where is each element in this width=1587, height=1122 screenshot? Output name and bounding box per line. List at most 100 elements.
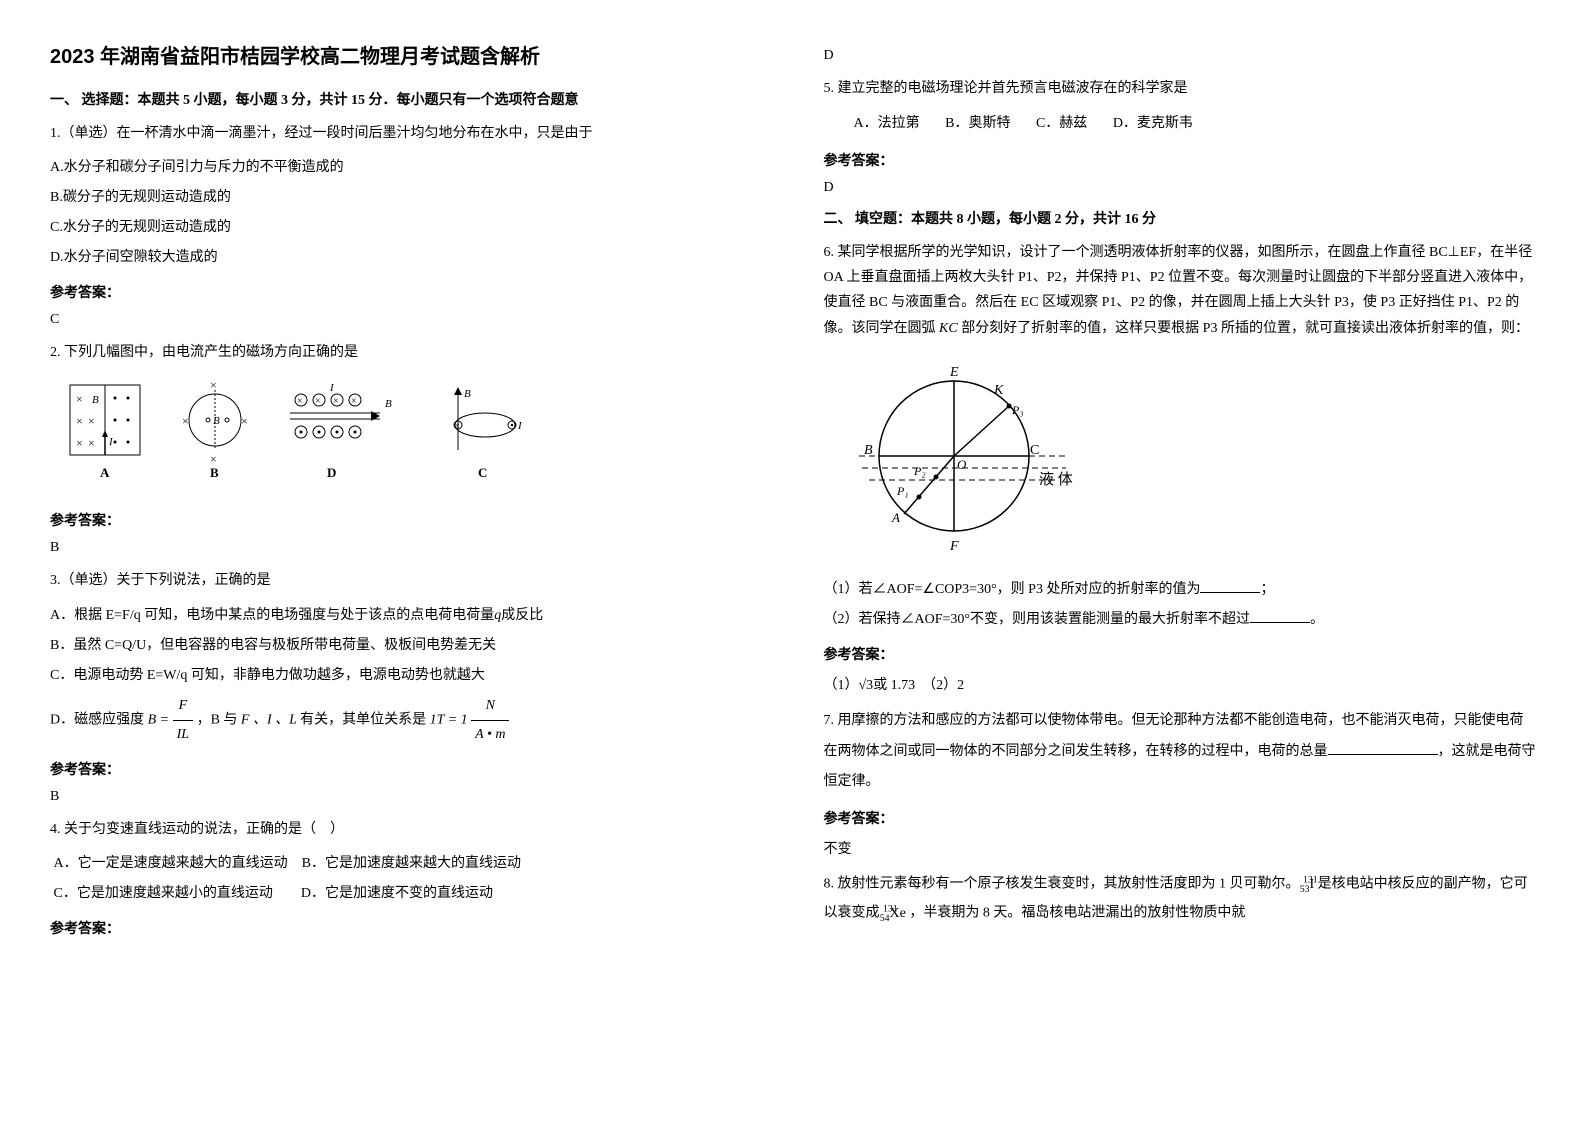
lbl-O: O [957,457,967,472]
q1-answer: C [50,312,764,328]
svg-text:×: × [182,414,189,428]
q3-d-vars: F 、I 、L [241,712,300,727]
i-z: 53 [1300,884,1310,895]
q5-answer-label: 参考答案： [824,150,1538,170]
q4-a: A．它一定是速度越来越大的直线运动 [54,856,288,871]
svg-text:B: B [213,415,220,427]
svg-text:×: × [210,452,217,466]
lbl-liquid: 液 体 [1039,471,1073,488]
q6-answer: （1）√3或 1.73 （2）2 [824,674,1538,694]
q7-answer-label: 参考答案： [824,808,1538,828]
xe-sym: Xe [890,906,906,921]
q4-row1: A．它一定是速度越来越大的直线运动 B．它是加速度越来越大的直线运动 [50,850,764,878]
q4-answer: D [824,48,1538,64]
q2-answer-label: 参考答案： [50,510,764,530]
q3-d-frac: FIL [173,692,193,749]
q7-stem: 7. 用摩擦的方法和感应的方法都可以使物体带电。但无论那种方法都不能创造电荷，也… [824,706,1538,798]
q5-options: A．法拉第 B．奥斯特 C．赫兹 D．麦克斯韦 [824,109,1538,140]
q3-a-pre: A．根据 E=F/q 可知，电场中某点的电场强度与处于该点的点电荷电荷量 [50,608,494,623]
right-column: D 5. 建立完整的电磁场理论并首先预言电磁波存在的科学家是 A．法拉第 B．奥… [824,40,1538,1082]
i-sym: I [1310,877,1315,892]
xe-z: 54 [880,913,890,924]
q5-b: B．奥斯特 [945,116,1010,131]
q4-row2: C．它是加速度越来越小的直线运动 D．它是加速度不变的直线运动 [50,880,764,908]
section-b-head: 二、 填空题：本题共 8 小题，每小题 2 分，共计 16 分 [824,208,1538,228]
svg-text:×: × [88,414,95,428]
q3-c: C．电源电动势 E=W/q 可知，非静电力做功越多，电源电动势也就越大 [50,662,764,690]
q3-a: A．根据 E=F/q 可知，电场中某点的电场强度与处于该点的点电荷电荷量q成反比 [50,602,764,630]
q5-d: D．麦克斯韦 [1113,116,1193,131]
q5-a: A．法拉第 [854,116,920,131]
q6-sub1: （1）若∠AOF=∠COP3=30°，则 P3 处所对应的折射率的值为； [824,576,1538,604]
q4-d: D．它是加速度不变的直线运动 [301,886,493,901]
q8-stem: 8. 放射性元素每秒有一个原子核发生衰变时，其放射性活度即为 1 贝可勒尔。 1… [824,870,1538,928]
q2-diagram: × B × × × × I A × × [50,375,764,500]
q6-sub2-pre: （2）若保持∠AOF=30°不变，则用该装置能测量的最大折射率不超过 [824,612,1251,627]
svg-text:C: C [478,465,487,480]
svg-text:×: × [88,436,95,450]
q3-b: B．虽然 C=Q/U，但电容器的电容与极板所带电荷量、极板间电势差无关 [50,632,764,660]
q8-iodine: 13153I [1303,877,1314,892]
svg-text:×: × [455,421,460,431]
lbl-F: F [949,539,959,554]
q3-d-unit: 1T = 1 [430,712,468,727]
q1-a: A.水分子和碳分子间引力与斥力的不平衡造成的 [50,154,764,182]
lbl-P2: P₂ [913,464,926,478]
q1-b: B.碳分子的无规则运动造成的 [50,184,764,212]
blank-icon [1328,741,1438,755]
svg-text:I: I [517,420,523,432]
q8-pre: 8. 放射性元素每秒有一个原子核发生衰变时，其放射性活度即为 1 贝可勒尔。 [824,877,1300,892]
q7-answer: 不变 [824,838,1538,858]
q8-post: ，半衰期为 8 天。福岛核电站泄漏出的放射性物质中就 [909,906,1245,921]
q8-xenon: 13154Xe [883,906,906,921]
q4-c: C．它是加速度越来越小的直线运动 [54,886,273,901]
q3-answer-label: 参考答案： [50,759,764,779]
q4-answer-label: 参考答案： [50,918,764,938]
svg-text:×: × [210,378,217,392]
q1-answer-label: 参考答案： [50,282,764,302]
q5-answer: D [824,180,1538,196]
left-column: 2023 年湖南省益阳市桔园学校高二物理月考试题含解析 一、 选择题：本题共 5… [50,40,764,1082]
lbl-C: C [1030,443,1039,458]
q4-stem: 4. 关于匀变速直线运动的说法，正确的是（ ） [50,817,764,842]
page-title: 2023 年湖南省益阳市桔园学校高二物理月考试题含解析 [50,40,764,69]
q6-ans-pre: （1） [824,678,859,693]
svg-text:×: × [297,396,303,407]
blank-icon [1200,579,1260,593]
q3-d-mid: ，B 与 [197,712,238,727]
q3-d-pre: D．磁感应强度 [50,712,144,727]
q3-a-post: 成反比 [501,608,543,623]
lbl-E: E [949,365,959,380]
svg-text:B: B [92,394,99,406]
q1-stem: 1.（单选）在一杯清水中滴一滴墨汁，经过一段时间后墨汁均匀地分布在水中，只是由于 [50,121,764,146]
svg-text:×: × [76,392,83,406]
q2-answer: B [50,540,764,556]
q3-d-frac2: NA • m [471,692,509,749]
q3-d: D．磁感应强度 B = FIL ，B 与 F 、I 、L 有关，其单位关系是 1… [50,692,764,749]
q3-d-post: 有关，其单位关系是 [300,712,426,727]
svg-text:I: I [329,382,335,394]
q5-stem: 5. 建立完整的电磁场理论并首先预言电磁波存在的科学家是 [824,76,1538,101]
q3-d-formula1: B = [148,712,173,727]
q1-d: D.水分子间空隙较大造成的 [50,244,764,272]
lbl-P1: P₁ [896,484,909,498]
q5-c: C．赫兹 [1036,116,1087,131]
q6-sqrt: √3 [859,678,874,693]
q1-c: C.水分子的无规则运动造成的 [50,214,764,242]
q6-stem: 6. 某同学根据所学的光学知识，设计了一个测透明液体折射率的仪器，如图所示，在圆… [824,240,1538,341]
lbl-B: B [864,443,873,458]
svg-text:×: × [241,414,248,428]
q2-stem: 2. 下列几幅图中，由电流产生的磁场方向正确的是 [50,340,764,365]
section-a-head: 一、 选择题：本题共 5 小题，每小题 3 分，共计 15 分．每小题只有一个选… [50,89,764,109]
q6-sub1-post: ； [1260,582,1274,597]
q6-stem-post: 部分刻好了折射率的值，这样只要根据 P3 所插的位置，就可直接读出液体折射率的值… [961,321,1529,336]
blank-icon [1250,609,1310,623]
lbl-A: A [891,510,900,525]
lbl-K: K [993,383,1004,398]
q4-b: B．它是加速度越来越大的直线运动 [302,856,521,871]
q6-ans-mid: 或 1.73 （2）2 [873,678,964,693]
lbl-P3: P₃ [1011,403,1024,417]
q3-answer: B [50,789,764,805]
svg-text:×: × [76,436,83,450]
q6-arc: KC [939,321,958,336]
